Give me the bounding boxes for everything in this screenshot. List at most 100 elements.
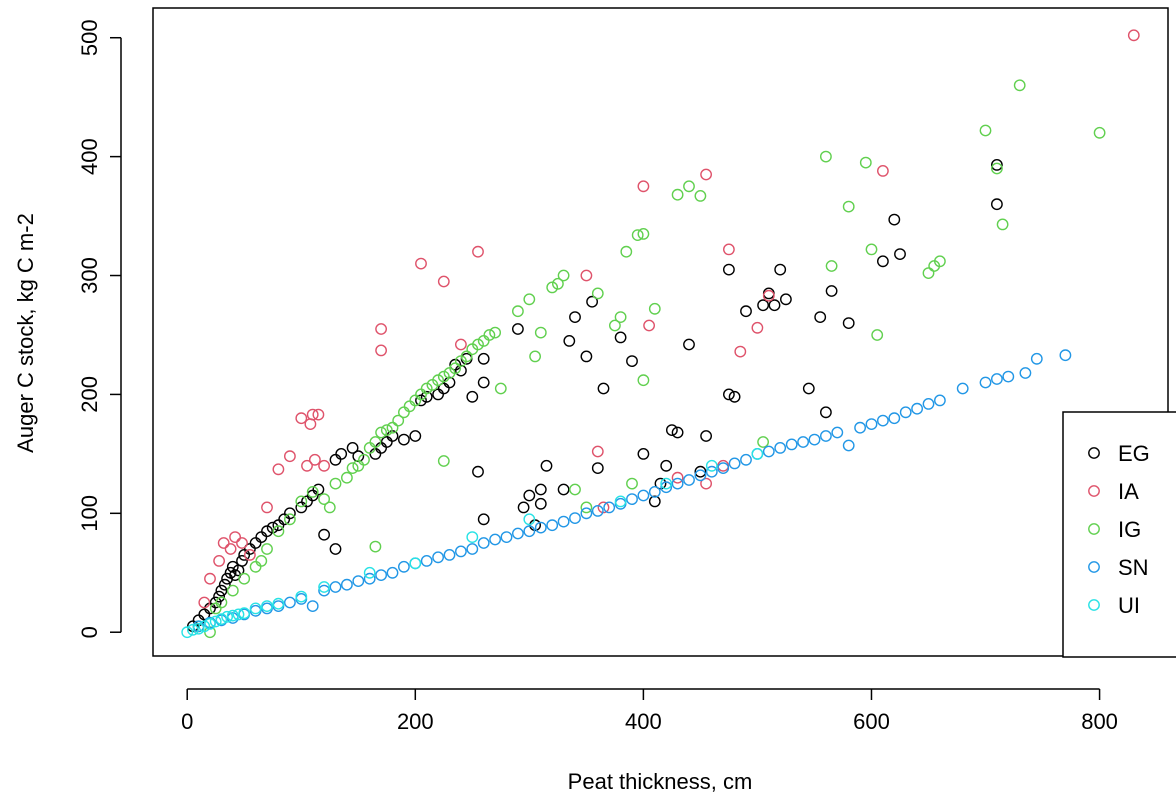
point-eg-58 (540, 459, 553, 472)
point-ia-1 (204, 572, 216, 585)
point-sn-28 (512, 527, 524, 540)
legend-marker-sn (1088, 561, 1100, 573)
point-ig-12 (306, 485, 319, 498)
point-ia-38 (1127, 29, 1140, 42)
point-ia-10 (283, 450, 296, 463)
point-eg-92 (888, 213, 901, 226)
point-sn-26 (489, 533, 501, 546)
point-eg-82 (762, 287, 775, 300)
y-tick-label: 300 (77, 257, 102, 294)
point-sn-70 (1019, 367, 1032, 379)
point-eg-66 (614, 331, 627, 344)
point-eg-51 (477, 376, 490, 389)
point-eg-62 (580, 350, 593, 363)
point-sn-55 (820, 430, 832, 442)
point-sn-24 (466, 543, 479, 555)
point-sn-65 (934, 394, 946, 407)
point-sn-64 (922, 397, 935, 410)
point-sn-34 (580, 507, 593, 520)
point-eg-77 (723, 388, 735, 401)
point-sn-42 (671, 477, 684, 490)
point-eg-71 (660, 459, 673, 472)
point-ig-53 (569, 483, 581, 496)
point-eg-83 (768, 299, 781, 312)
point-sn-5 (249, 604, 262, 617)
point-sn-44 (694, 469, 707, 482)
point-ig-25 (386, 421, 399, 434)
point-ig-11 (295, 495, 308, 508)
point-sn-17 (386, 566, 399, 579)
point-ig-61 (637, 227, 650, 240)
y-tick-label: 200 (77, 376, 102, 413)
point-ig-47 (523, 293, 536, 306)
point-ig-6 (249, 560, 262, 573)
point-ia-8 (261, 501, 273, 514)
point-ig-19 (358, 453, 370, 466)
point-ig-26 (392, 414, 405, 427)
point-eg-95 (991, 198, 1003, 211)
point-eg-28 (329, 543, 342, 555)
point-eg-47 (466, 390, 479, 403)
point-eg-60 (563, 334, 576, 347)
point-ia-24 (580, 269, 593, 282)
point-eg-80 (740, 305, 752, 318)
point-ig-50 (546, 281, 559, 294)
point-ui-1 (186, 623, 199, 636)
point-eg-6 (215, 584, 228, 597)
point-eg-70 (654, 477, 667, 490)
point-eg-88 (820, 406, 832, 419)
point-sn-21 (432, 551, 444, 564)
point-sn-8 (283, 596, 296, 609)
point-sn-36 (603, 501, 616, 514)
point-sn-35 (591, 504, 604, 517)
point-sn-71 (1030, 352, 1043, 365)
point-sn-33 (569, 512, 581, 524)
x-tick-label: 600 (853, 709, 890, 734)
point-ig-20 (363, 441, 376, 454)
point-ig-8 (261, 543, 273, 555)
x-tick-label: 400 (625, 709, 662, 734)
point-ig-64 (671, 188, 684, 201)
point-ig-54 (580, 501, 593, 514)
point-eg-78 (728, 390, 741, 403)
point-ig-17 (346, 462, 359, 474)
point-sn-61 (888, 412, 901, 425)
y-tick-label: 500 (77, 19, 102, 56)
x-axis: 0 200 400 600 800 (181, 688, 1118, 734)
point-sn-38 (626, 493, 638, 505)
point-ig-74 (922, 267, 935, 279)
point-eg-63 (586, 295, 598, 308)
point-ui-6 (215, 613, 228, 625)
point-eg-85 (780, 293, 792, 306)
point-ig-31 (420, 382, 433, 395)
point-ig-46 (512, 305, 524, 318)
legend: EG IA IG SN UI (1062, 411, 1176, 658)
point-eg-23 (295, 501, 308, 514)
point-ig-42 (483, 329, 496, 341)
plot-frame (152, 7, 1169, 657)
legend-label-ia: IA (1118, 479, 1139, 504)
point-ia-4 (224, 543, 237, 555)
point-ig-68 (820, 150, 832, 163)
point-ui-0 (181, 626, 194, 639)
point-eg-81 (757, 299, 769, 312)
point-sn-14 (352, 575, 365, 587)
point-eg-26 (312, 483, 325, 496)
point-eg-61 (569, 311, 581, 323)
x-axis-title: Peat thickness, cm (568, 769, 753, 794)
point-ui-20 (614, 495, 627, 508)
point-sn-40 (648, 485, 661, 498)
point-ig-57 (614, 311, 627, 323)
point-ig-3 (215, 596, 228, 609)
y-tick-label: 400 (77, 138, 102, 175)
point-ui-11 (249, 602, 262, 615)
point-ig-13 (318, 493, 330, 505)
point-eg-17 (255, 531, 268, 543)
point-ig-56 (609, 319, 621, 332)
point-eg-72 (666, 424, 678, 436)
point-eg-93 (894, 248, 906, 261)
point-eg-31 (346, 441, 359, 454)
legend-marker-eg (1088, 447, 1100, 459)
point-ia-2 (213, 555, 226, 567)
point-ia-29 (671, 471, 684, 484)
